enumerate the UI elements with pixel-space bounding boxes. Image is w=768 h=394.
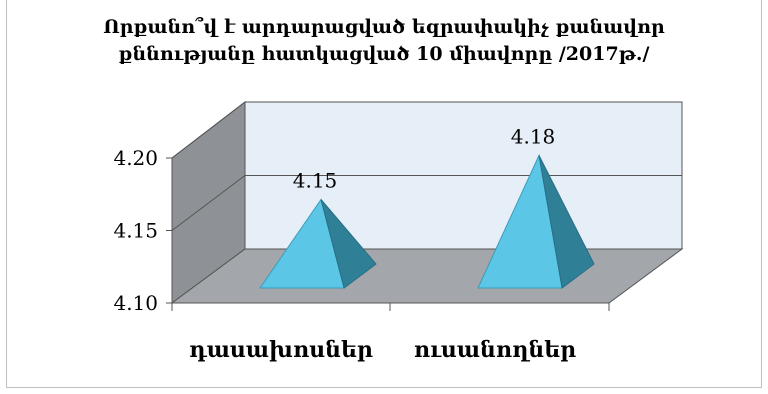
- data-label: 4.15: [293, 169, 338, 193]
- chart-title: Որքանո՞վ է արդարացված եզրափակիչ քանավոր …: [0, 14, 768, 68]
- data-label: 4.18: [511, 124, 556, 148]
- y-tick-label: 4.20: [113, 146, 158, 170]
- y-axis-ticks: 4.10 4.15 4.20: [113, 146, 172, 315]
- category-label: ուսանողներ: [414, 337, 576, 363]
- gridline: [171, 101, 682, 159]
- axis: [171, 302, 610, 311]
- category-labels: դասախոսներ ուսանողներ: [189, 337, 576, 363]
- y-tick-label: 4.10: [113, 291, 158, 315]
- y-tick-label: 4.15: [113, 219, 158, 243]
- pyramid-side-face: [538, 155, 595, 289]
- category-label: դասախոսներ: [189, 337, 373, 363]
- pyramid-series: [259, 153, 595, 289]
- data-labels: 4.15 4.18: [293, 124, 556, 192]
- chart-title-line-2: քննությանը հատկացված 10 միավորը /2017թ./: [118, 43, 650, 65]
- pyramid-side-face: [320, 199, 377, 289]
- chart-title-line-1: Որքանո՞վ է արդարացված եզրափակիչ քանավոր: [103, 16, 665, 38]
- pyramid-1: [477, 153, 595, 289]
- pyramid-0: [259, 198, 377, 289]
- floor: [170, 248, 684, 304]
